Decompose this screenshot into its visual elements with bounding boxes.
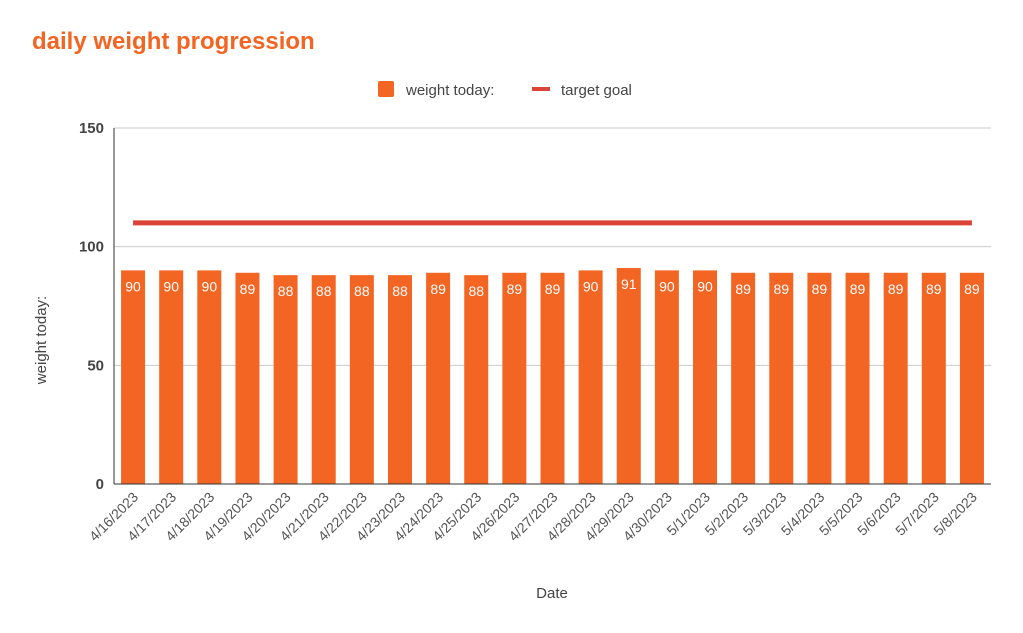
legend-swatch-target — [532, 87, 550, 91]
data-label: 89 — [812, 281, 828, 297]
data-label: 88 — [354, 283, 370, 299]
data-label: 89 — [507, 281, 523, 297]
data-label: 90 — [125, 278, 141, 294]
data-label: 88 — [468, 283, 484, 299]
data-label: 90 — [697, 278, 713, 294]
data-labels: 90 90 90 89 88 88 88 88 89 88 89 89 90 91 90 90 89 89 89 89… — [125, 276, 980, 299]
legend-swatch-weight — [378, 81, 394, 97]
bar — [578, 270, 603, 484]
bar — [197, 270, 222, 484]
legend-label-weight: weight today: — [405, 82, 494, 99]
x-axis-title: Date — [536, 585, 568, 602]
data-label: 89 — [773, 281, 789, 297]
bar — [540, 272, 565, 484]
bar — [616, 268, 641, 484]
data-label: 88 — [278, 283, 294, 299]
bar — [273, 275, 298, 484]
y-axis-title: weight today: — [33, 296, 50, 385]
y-tick-label: 150 — [79, 120, 104, 137]
bar — [845, 272, 870, 484]
bar — [159, 270, 184, 484]
data-label: 89 — [545, 281, 561, 297]
data-label: 89 — [240, 281, 256, 297]
bar — [121, 270, 146, 484]
legend: weight today: target goal — [378, 81, 632, 99]
bar — [883, 272, 908, 484]
data-label: 89 — [430, 281, 446, 297]
bar — [235, 272, 260, 484]
bar — [654, 270, 679, 484]
bar — [769, 272, 794, 484]
legend-label-target: target goal — [561, 82, 632, 99]
bar — [387, 275, 412, 484]
x-axis-ticks: 4/16/20234/17/20234/18/20234/19/20234/20… — [86, 489, 980, 545]
data-label: 90 — [163, 278, 179, 294]
y-tick-label: 100 — [79, 239, 104, 256]
data-label: 91 — [621, 276, 637, 292]
data-label: 89 — [964, 281, 980, 297]
bar — [349, 275, 374, 484]
data-label: 89 — [926, 281, 942, 297]
chart-title: daily weight progression — [32, 28, 315, 55]
bar — [731, 272, 756, 484]
data-label: 90 — [583, 278, 599, 294]
bar — [502, 272, 527, 484]
bar — [693, 270, 718, 484]
bar — [426, 272, 451, 484]
data-label: 90 — [202, 278, 218, 294]
bar — [921, 272, 946, 484]
bar — [464, 275, 489, 484]
data-label: 88 — [392, 283, 408, 299]
bar — [959, 272, 984, 484]
data-label: 89 — [850, 281, 866, 297]
data-label: 89 — [888, 281, 904, 297]
data-label: 88 — [316, 283, 332, 299]
bar — [311, 275, 336, 484]
bar — [807, 272, 832, 484]
data-label: 90 — [659, 278, 675, 294]
y-axis-ticks: 0 50 100 150 — [79, 120, 104, 493]
y-tick-label: 50 — [87, 357, 104, 374]
y-tick-label: 0 — [96, 476, 104, 493]
bar-series — [121, 268, 984, 484]
data-label: 89 — [735, 281, 751, 297]
